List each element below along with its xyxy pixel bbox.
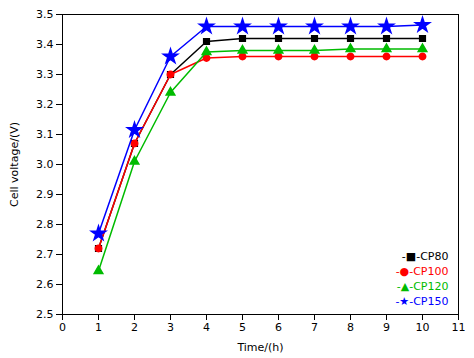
svg-text:2.6: 2.6 [36, 278, 54, 291]
svg-text:3.2: 3.2 [36, 98, 54, 111]
svg-text:-▲-CP120: -▲-CP120 [397, 280, 449, 293]
svg-text:1: 1 [95, 321, 102, 334]
svg-text:0: 0 [59, 321, 66, 334]
svg-text:2.5: 2.5 [36, 308, 54, 321]
svg-text:10: 10 [416, 321, 430, 334]
svg-text:6: 6 [275, 321, 282, 334]
svg-text:9: 9 [383, 321, 390, 334]
svg-text:3.3: 3.3 [36, 68, 54, 81]
svg-text:8: 8 [347, 321, 354, 334]
svg-text:2.7: 2.7 [36, 248, 54, 261]
svg-text:3.0: 3.0 [36, 158, 54, 171]
svg-text:7: 7 [311, 321, 318, 334]
svg-text:3.5: 3.5 [36, 8, 54, 21]
svg-text:2.9: 2.9 [36, 188, 54, 201]
svg-text:-●-CP100: -●-CP100 [396, 265, 449, 278]
svg-text:-■-CP80: -■-CP80 [402, 250, 449, 263]
svg-text:Cell voltage/(V): Cell voltage/(V) [8, 122, 21, 207]
svg-text:3.4: 3.4 [36, 38, 54, 51]
svg-text:2.8: 2.8 [36, 218, 54, 231]
svg-text:4: 4 [203, 321, 210, 334]
svg-text:11: 11 [452, 321, 466, 334]
svg-text:-★-CP150: -★-CP150 [395, 295, 448, 308]
svg-text:2: 2 [131, 321, 138, 334]
svg-text:Time/(h): Time/(h) [236, 341, 283, 354]
svg-text:5: 5 [239, 321, 246, 334]
svg-text:3.1: 3.1 [36, 128, 54, 141]
svg-text:3: 3 [167, 321, 174, 334]
